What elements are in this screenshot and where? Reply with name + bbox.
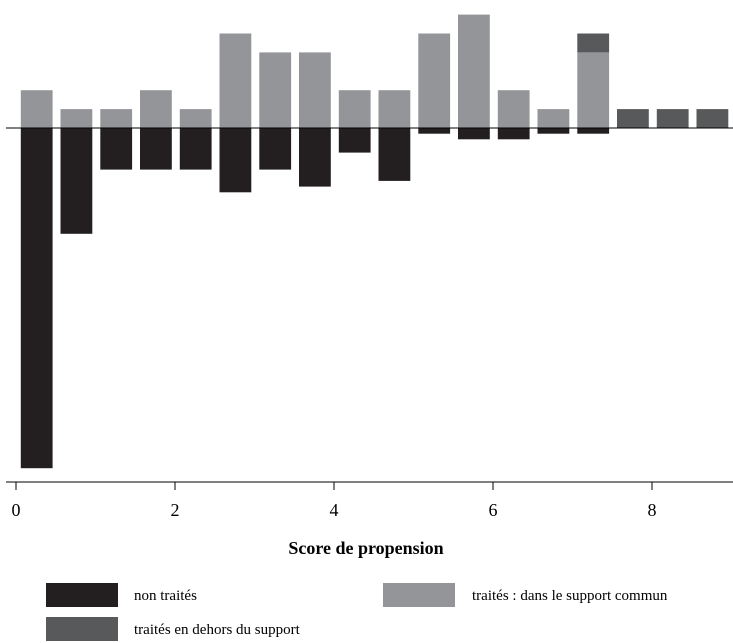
bar-traites-support-commun xyxy=(140,90,172,128)
x-axis-title: Score de propension xyxy=(288,538,443,558)
legend: non traités traités : dans le support co… xyxy=(46,583,668,641)
bar-traites-support-commun xyxy=(378,90,411,128)
legend-item-non-traites: non traités xyxy=(46,583,197,607)
bar-non-traites xyxy=(20,128,53,469)
bar-traites-support-commun xyxy=(497,90,530,128)
bar-non-traites xyxy=(537,128,570,134)
legend-label-traites-support-commun: traités : dans le support commun xyxy=(472,588,668,604)
x-tick-label: 8 xyxy=(648,500,657,520)
bar-non-traites xyxy=(299,128,331,187)
bar-traites-hors-support xyxy=(656,109,689,128)
x-tick-label: 4 xyxy=(330,500,339,520)
bar-traites-support-commun xyxy=(458,14,490,129)
legend-label-non-traites: non traités xyxy=(134,588,197,604)
bar-traites-support-commun xyxy=(60,109,93,128)
bar-non-traites xyxy=(60,128,93,234)
bar-traites-hors-support xyxy=(617,109,649,128)
bar-non-traites xyxy=(458,128,490,140)
legend-item-traites-hors-support: traités en dehors du support xyxy=(46,617,301,641)
bar-traites-hors-support xyxy=(577,33,610,53)
bar-non-traites xyxy=(418,128,451,134)
bar-non-traites xyxy=(179,128,212,170)
bar-traites-support-commun xyxy=(577,52,610,128)
bar-non-traites xyxy=(259,128,292,170)
x-tick-label: 2 xyxy=(171,500,180,520)
legend-swatch-traites-support-commun xyxy=(383,583,455,607)
bar-traites-support-commun xyxy=(179,109,212,128)
x-axis-ticks: 0 2 4 6 8 xyxy=(12,482,657,520)
x-tick-label: 0 xyxy=(12,500,21,520)
bar-non-traites xyxy=(338,128,371,153)
bar-non-traites xyxy=(100,128,133,170)
bar-non-traites xyxy=(140,128,172,170)
bar-traites-support-commun xyxy=(537,109,570,128)
bar-traites-support-commun xyxy=(219,33,252,128)
bar-traites-hors-support xyxy=(696,109,729,128)
bar-traites-support-commun xyxy=(100,109,133,128)
bar-non-traites xyxy=(219,128,252,193)
legend-swatch-traites-hors-support xyxy=(46,617,118,641)
bar-non-traites xyxy=(497,128,530,140)
bar-non-traites xyxy=(577,128,610,134)
bars-group xyxy=(20,14,729,469)
bar-traites-support-commun xyxy=(259,52,292,128)
bar-non-traites xyxy=(378,128,411,181)
bar-traites-support-commun xyxy=(20,90,53,128)
bar-traites-support-commun xyxy=(338,90,371,128)
legend-label-traites-hors-support: traités en dehors du support xyxy=(134,622,301,638)
bar-traites-support-commun xyxy=(299,52,331,128)
legend-item-traites-support-commun: traités : dans le support commun xyxy=(383,583,668,607)
legend-swatch-non-traites xyxy=(46,583,118,607)
bar-traites-support-commun xyxy=(418,33,451,128)
x-tick-label: 6 xyxy=(489,500,498,520)
